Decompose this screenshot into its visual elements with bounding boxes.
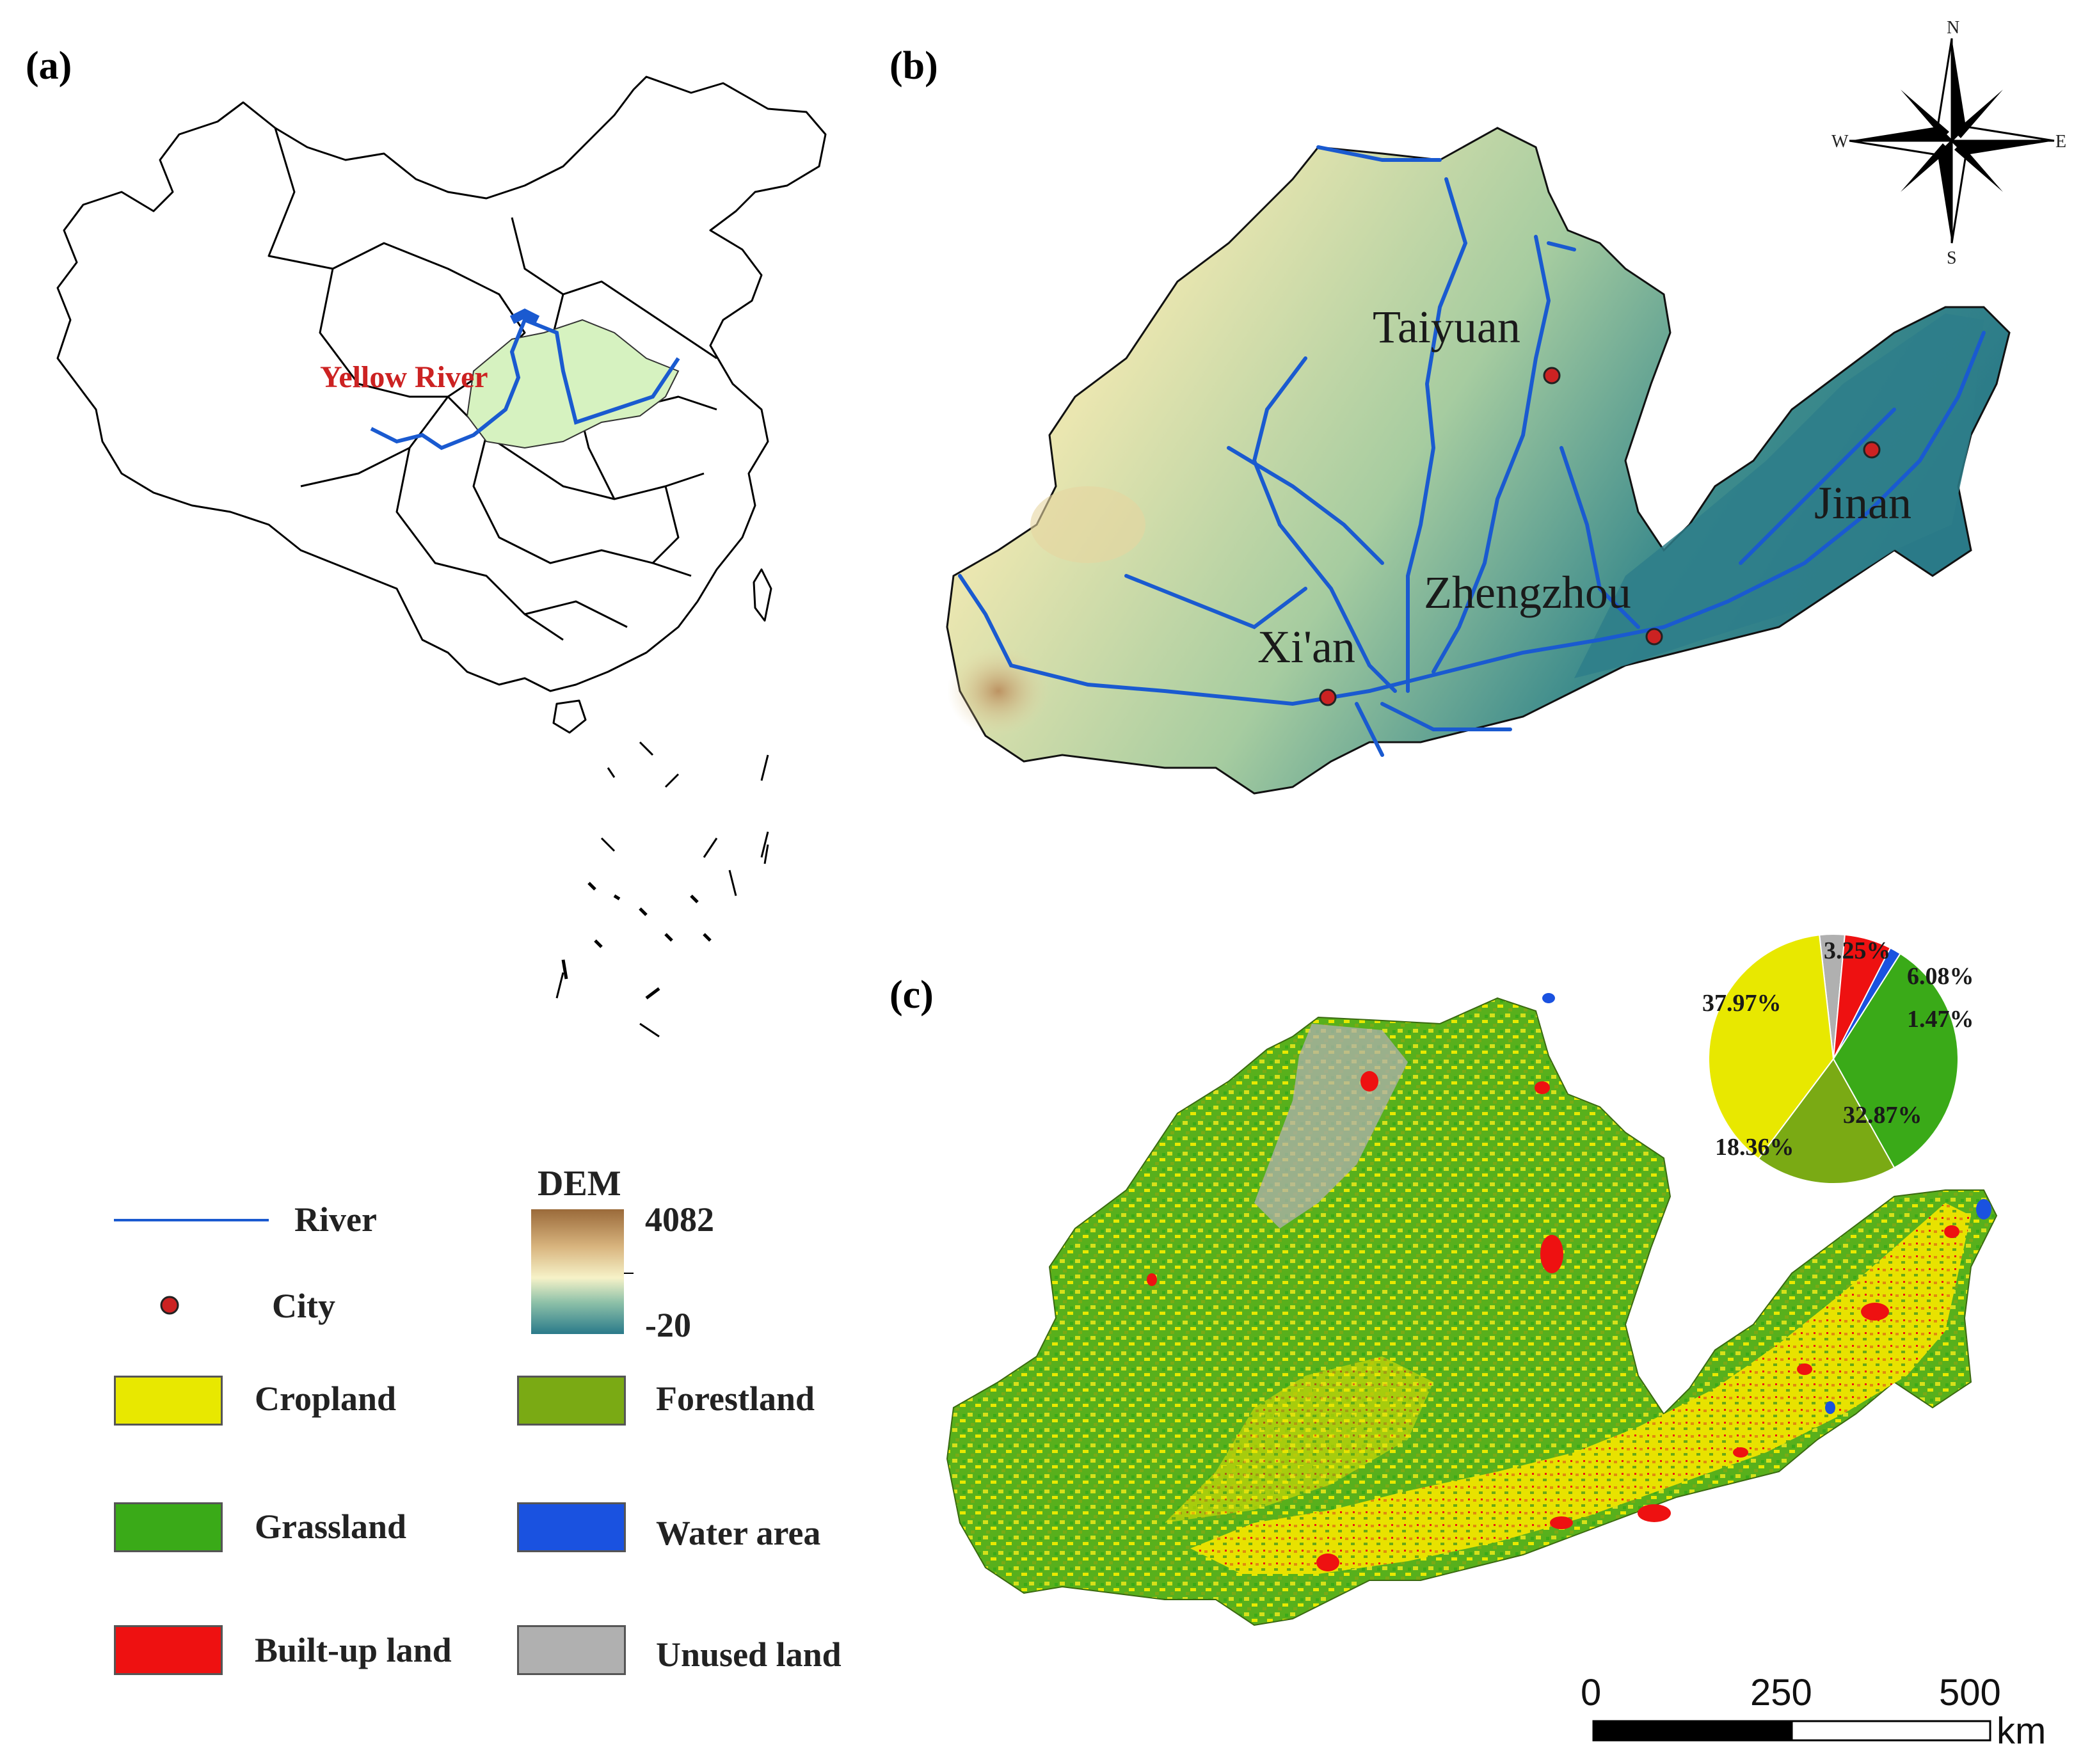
legend-dem-title: DEM (538, 1164, 621, 1204)
pie-label-builtup: 6.08% (1907, 963, 1974, 990)
province-line (524, 600, 628, 628)
lowland-shading (1574, 314, 1984, 678)
island-line (600, 741, 769, 858)
panel-a-label: (a) (26, 44, 72, 88)
pie-label-cropland: 37.97% (1702, 990, 1782, 1017)
legend-swatch-builtup (114, 1625, 223, 1675)
yellow-river-a (370, 317, 680, 450)
cropland-belt (1165, 1356, 1433, 1523)
basin-outline-b (946, 127, 2011, 795)
legend-label-unused: Unused land (656, 1635, 842, 1674)
pie-label-unused: 3.25% (1824, 937, 1891, 964)
compass-s: S (1947, 248, 1957, 268)
legend-dem-ramp (531, 1209, 624, 1334)
city-dot-taiyuan (1543, 367, 1561, 385)
pie-slice-forestland (1757, 1058, 1895, 1184)
legend-swatch-cropland (114, 1376, 223, 1426)
pie-labels: 37.97% 18.36% 32.87% 1.47% 6.08% 3.25% (1702, 937, 1974, 1161)
highland-shading (1030, 486, 1145, 563)
compass-n: N (1947, 18, 1959, 38)
north-arrow-icon: N S E W (1831, 18, 2066, 268)
panel-b-label: (b) (889, 44, 938, 88)
pie-slice-cropland (1708, 934, 1835, 1160)
city-label-xian: Xi'an (1257, 621, 1355, 672)
city-label-taiyuan: Taiyuan (1373, 301, 1520, 353)
scale-white-segment (1791, 1720, 1991, 1742)
pie-label-water: 1.47% (1907, 1006, 1974, 1033)
province-line (319, 268, 448, 398)
legend-dem-max: 4082 (645, 1200, 714, 1239)
scale-unit: km (1997, 1710, 2046, 1752)
island-dots (561, 882, 712, 999)
legend-swatch-water (517, 1502, 626, 1552)
province-line (395, 447, 564, 641)
province-line (511, 217, 717, 360)
rivers-b (958, 145, 1986, 757)
water-patches (1542, 993, 1991, 1414)
compass-e: E (2055, 132, 2066, 152)
pie-label-forestland: 18.36% (1715, 1134, 1794, 1161)
province-line (472, 434, 692, 577)
landuse-map (946, 993, 1998, 1626)
cropland-belt (1190, 1203, 1971, 1574)
legend-city-label: City (272, 1287, 335, 1325)
scale-tick-500: 500 (1939, 1672, 2001, 1713)
compass-w: W (1831, 132, 1849, 152)
legend-swatch-unused (517, 1625, 626, 1675)
legend-label-grassland: Grassland (255, 1507, 407, 1546)
city-dot-xian (1319, 688, 1337, 706)
panel-c-label: (c) (889, 973, 934, 1017)
city-label-zhengzhou: Zhengzhou (1424, 567, 1631, 618)
highland-shading (947, 646, 1049, 736)
city-label-jinan: Jinan (1814, 477, 1911, 528)
legend-city-dot (160, 1296, 179, 1315)
landuse-pie (1708, 934, 1959, 1184)
legend-label-forestland: Forestland (656, 1379, 815, 1418)
legend-dem-min: -20 (645, 1306, 691, 1344)
taiwan (753, 568, 772, 622)
cities-b: Taiyuan Jinan Zhengzhou Xi'an (1257, 301, 1911, 706)
hainan (552, 699, 587, 734)
legend-label-water: Water area (656, 1514, 821, 1552)
city-dot-zhengzhou (1645, 628, 1663, 646)
builtup-patches (1147, 1071, 1959, 1571)
scale-tick-250: 250 (1750, 1672, 1812, 1713)
province-line (651, 486, 680, 564)
pie-label-grassland: 32.87% (1843, 1102, 1922, 1129)
legend-swatch-grassland (114, 1502, 223, 1552)
dem-map: Taiyuan Jinan Zhengzhou Xi'an (946, 127, 2011, 795)
scale-tick-0: 0 (1581, 1672, 1601, 1713)
city-dot-jinan (1863, 441, 1881, 459)
legend-swatch-forestland (517, 1376, 626, 1426)
basin-highlight-a (466, 319, 680, 449)
boundary-line (555, 844, 769, 1038)
basin-outline-c (946, 997, 1998, 1626)
yellow-river-label: Yellow River (320, 360, 488, 394)
scale-black-segment (1592, 1720, 1793, 1742)
china-map (56, 75, 827, 1038)
legend-river-label: River (294, 1200, 377, 1239)
legend-label-cropland: Cropland (255, 1379, 397, 1418)
yellow-river-source (509, 308, 540, 324)
legend-label-builtup: Built-up land (255, 1631, 452, 1669)
scale-bar: 0 250 500 km (1581, 1672, 2046, 1752)
